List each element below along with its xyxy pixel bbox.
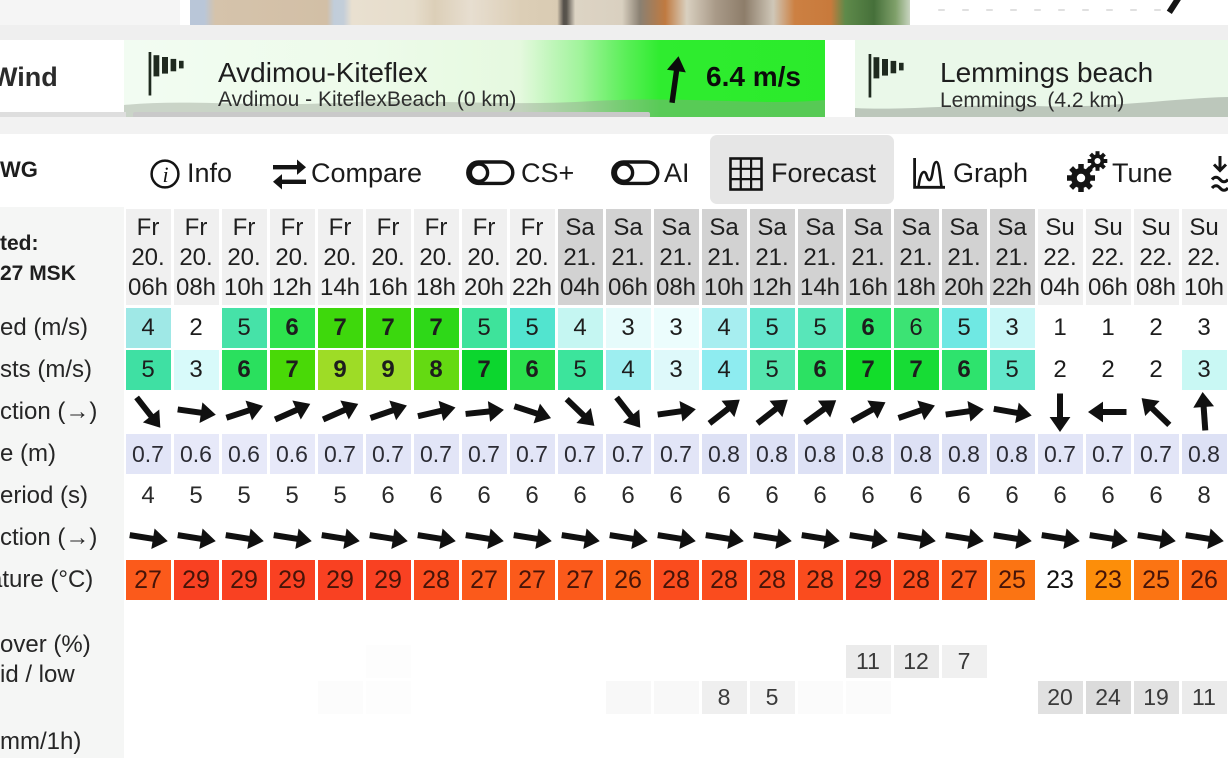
svg-text:i: i — [162, 162, 168, 187]
